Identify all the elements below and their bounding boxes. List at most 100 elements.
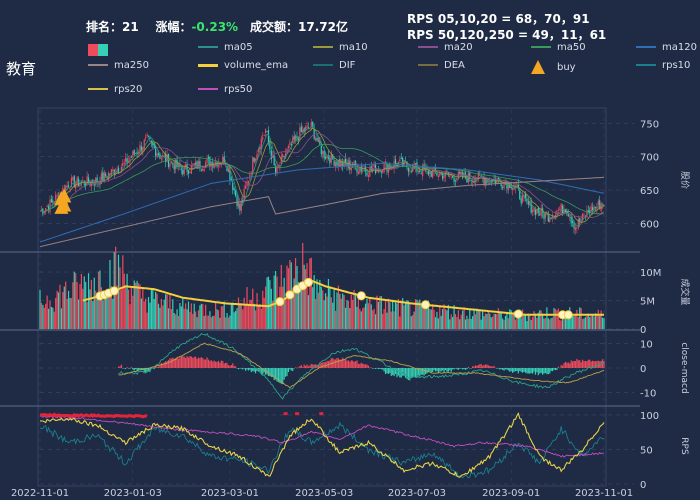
macd-bar	[284, 368, 287, 377]
candle-body	[87, 177, 90, 183]
macd-bar	[336, 357, 338, 368]
candle-body	[96, 177, 98, 184]
macd-bar	[182, 356, 184, 368]
volume-highlight-dot	[513, 309, 523, 319]
volume-bar	[453, 305, 455, 329]
volume-bar	[149, 302, 151, 329]
volume-bar	[434, 317, 437, 329]
volume-bar	[366, 298, 368, 329]
volume-bar	[487, 310, 489, 329]
macd-bar	[593, 361, 595, 368]
volume-bar	[554, 309, 557, 329]
macd-bar	[532, 368, 534, 374]
candle-body	[182, 169, 184, 175]
candle-body	[109, 173, 111, 175]
macd-bar	[232, 363, 234, 368]
volume-bar	[437, 318, 439, 329]
volume-bar	[313, 275, 315, 329]
macd-bar	[436, 368, 438, 372]
macd-bar	[583, 360, 585, 368]
volume-bar	[87, 273, 90, 329]
volume-bar	[597, 309, 599, 329]
macd-bar	[230, 365, 232, 368]
volume-bar	[106, 296, 108, 329]
candle-body	[533, 207, 535, 212]
candle-body	[603, 205, 605, 206]
volume-bar	[512, 314, 514, 329]
candle-body	[115, 172, 117, 174]
y-tick-label: 650	[640, 186, 659, 197]
volume-bar	[443, 304, 445, 329]
volume-bar	[40, 302, 43, 329]
volume-bar	[514, 319, 517, 329]
macd-bar	[500, 368, 502, 370]
volume-bar	[339, 293, 341, 329]
candle-body	[170, 161, 172, 164]
macd-bar	[483, 364, 485, 368]
volume-bar	[486, 313, 488, 329]
volume-bar	[600, 310, 602, 329]
volume-bar	[185, 303, 187, 329]
volume-bar	[150, 288, 152, 329]
macd-bar	[177, 358, 180, 368]
macd-bar	[292, 368, 294, 372]
volume-bar	[179, 302, 181, 329]
volume-bar	[474, 314, 477, 329]
candle-body	[532, 210, 534, 213]
candle-body	[594, 206, 597, 208]
volume-bar	[464, 319, 467, 329]
candle-body	[384, 161, 387, 164]
volume-bar	[193, 303, 195, 329]
macd-bar	[200, 357, 202, 368]
candle-body	[326, 155, 328, 158]
candle-body	[103, 172, 105, 181]
macd-bar	[215, 361, 217, 368]
volume-bar	[107, 294, 110, 329]
macd-bar	[249, 368, 251, 370]
macd-bar	[404, 368, 407, 378]
candle-body	[599, 200, 601, 210]
macd-bar	[389, 368, 391, 374]
volume-bar	[479, 310, 481, 329]
macd-bar	[202, 358, 204, 368]
volume-bar	[580, 308, 582, 329]
macd-bar	[601, 359, 604, 368]
macd-bar	[266, 368, 268, 375]
macd-bar	[430, 368, 432, 373]
candle-body	[156, 153, 158, 158]
candle-body	[447, 171, 449, 176]
volume-bar	[145, 298, 147, 329]
volume-bar	[346, 300, 348, 329]
volume-bar	[564, 311, 567, 329]
macd-bar	[217, 360, 220, 368]
macd-bar	[187, 357, 190, 368]
candle-body	[282, 154, 284, 157]
macd-bar	[322, 362, 324, 368]
volume-bar	[93, 277, 95, 329]
y-tick-label: 50	[640, 445, 653, 456]
volume-bar	[309, 258, 311, 329]
macd-bar	[247, 368, 250, 371]
candle-body	[102, 172, 104, 181]
macd-bar	[539, 368, 541, 374]
volume-bar	[432, 304, 434, 329]
macd-bar	[387, 368, 389, 374]
volume-bar	[323, 300, 325, 329]
volume-bar	[581, 318, 584, 329]
macd-bar	[392, 368, 394, 376]
macd-bar	[383, 368, 385, 372]
candle-body	[460, 171, 462, 175]
volume-bar	[46, 295, 48, 329]
candle-body	[534, 209, 537, 215]
volume-bar	[596, 315, 598, 329]
candle-body	[143, 139, 145, 149]
volume-bar	[283, 277, 285, 329]
volume-bar	[63, 286, 65, 329]
legend-label: volume_ema	[224, 60, 289, 71]
macd-bar	[162, 363, 164, 368]
volume-bar	[47, 308, 50, 329]
volume-bar	[205, 304, 207, 329]
macd-bar	[193, 356, 195, 368]
macd-bar	[166, 361, 168, 368]
candle-body	[65, 185, 67, 194]
